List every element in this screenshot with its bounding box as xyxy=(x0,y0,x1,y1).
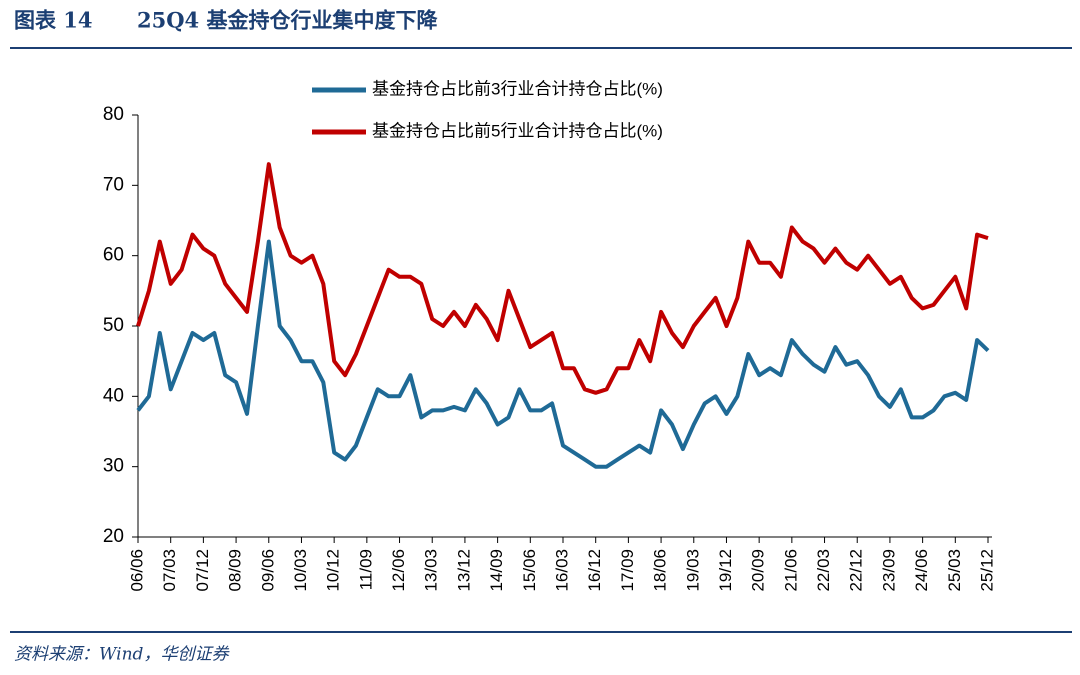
x-tick-label: 23/09 xyxy=(879,549,898,592)
x-tick-label: 15/06 xyxy=(520,549,539,592)
x-tick-label: 20/09 xyxy=(749,549,768,592)
x-tick-label: 16/12 xyxy=(585,549,604,592)
y-tick-label: 80 xyxy=(103,104,124,125)
x-tick-label: 24/06 xyxy=(912,549,931,592)
x-tick-label: 22/12 xyxy=(847,549,866,592)
x-tick-label: 19/12 xyxy=(716,549,735,592)
x-tick-label: 14/09 xyxy=(487,549,506,592)
x-tick-label: 18/06 xyxy=(651,549,670,592)
x-tick-label: 21/06 xyxy=(781,549,800,592)
y-tick-label: 20 xyxy=(103,526,124,547)
x-tick-label: 07/12 xyxy=(193,549,212,592)
x-tick-label: 11/09 xyxy=(356,549,375,590)
x-tick-label: 17/09 xyxy=(618,549,637,592)
x-tick-label: 13/03 xyxy=(422,549,441,592)
series-line xyxy=(136,239,990,469)
x-tick-label: 08/09 xyxy=(226,549,245,592)
x-tick-label: 12/06 xyxy=(389,549,408,592)
x-tick-label: 13/12 xyxy=(454,549,473,592)
y-tick-label: 50 xyxy=(103,315,124,336)
y-tick-label: 70 xyxy=(103,174,124,195)
x-tick-label: 07/03 xyxy=(160,549,179,592)
x-tick-label: 25/12 xyxy=(977,549,996,592)
x-tick-label: 25/03 xyxy=(945,549,964,592)
x-tick-label: 06/06 xyxy=(127,549,146,592)
legend-label: 基金持仓占比前5行业合计持仓占比(%) xyxy=(372,121,663,140)
legend-label: 基金持仓占比前3行业合计持仓占比(%) xyxy=(372,79,663,98)
x-tick-label: 19/03 xyxy=(683,549,702,592)
x-tick-label: 16/03 xyxy=(552,549,571,592)
y-tick-label: 30 xyxy=(103,456,124,477)
x-tick-label: 09/06 xyxy=(258,549,277,592)
x-tick-label: 10/12 xyxy=(324,549,343,592)
y-tick-label: 40 xyxy=(103,385,124,406)
figure-label: 图表 14 xyxy=(14,8,93,33)
chart-title: 25Q4 基金持仓行业集中度下降 xyxy=(137,8,438,33)
source-note: 资料来源：Wind，华创证券 xyxy=(14,645,230,665)
series-line xyxy=(136,162,989,395)
x-tick-label: 22/03 xyxy=(814,549,833,592)
x-tick-label: 10/03 xyxy=(291,549,310,592)
y-tick-label: 60 xyxy=(103,245,124,266)
